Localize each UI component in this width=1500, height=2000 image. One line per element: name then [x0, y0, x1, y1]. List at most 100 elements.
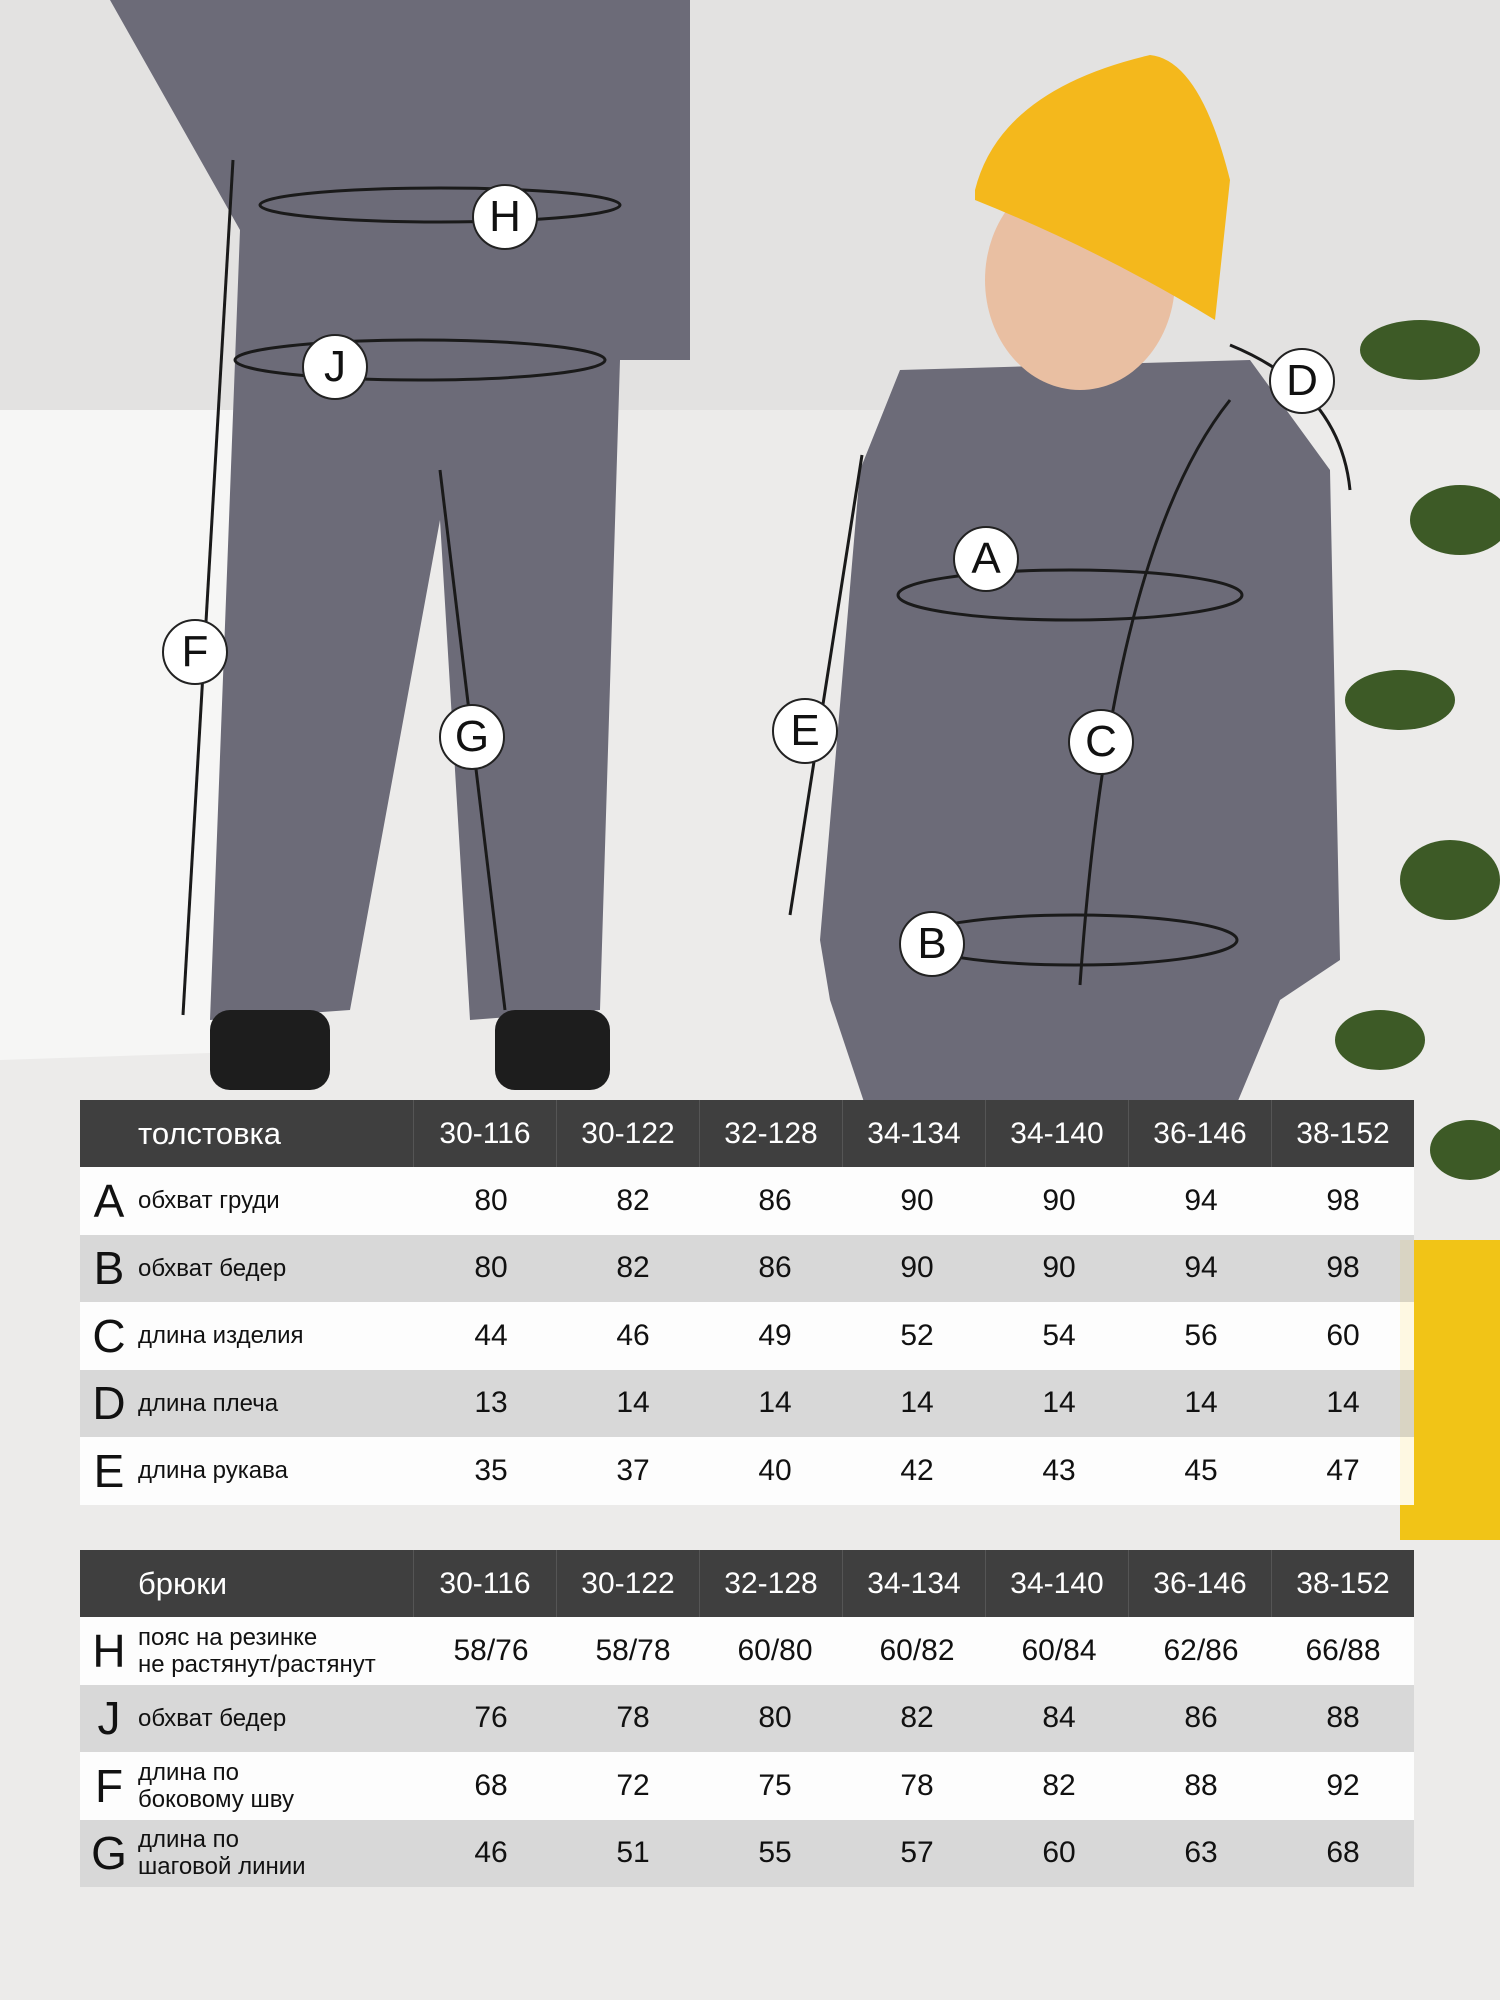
measure-name: обхват груди — [138, 1187, 280, 1215]
measure-value: 13 — [474, 1386, 508, 1420]
size-header: 34-140 — [985, 1550, 1128, 1617]
measure-value: 14 — [616, 1386, 650, 1420]
measure-value: 44 — [474, 1318, 508, 1352]
measure-value: 88 — [1326, 1701, 1360, 1735]
measurement-marker: F — [162, 619, 228, 685]
measure-value: 86 — [758, 1183, 792, 1217]
measure-value: 54 — [1042, 1318, 1076, 1352]
measure-name: длина плеча — [138, 1389, 279, 1417]
measure-value: 86 — [1184, 1701, 1218, 1735]
measure-name: обхват бедер — [138, 1704, 287, 1732]
pants-figure — [110, 0, 690, 1020]
measure-value: 82 — [616, 1251, 650, 1285]
pants-table-title: брюки — [138, 1565, 228, 1601]
measure-value: 80 — [758, 1701, 792, 1735]
measure-value: 88 — [1184, 1768, 1218, 1802]
size-header: 30-122 — [556, 1550, 699, 1617]
size-header: 38-152 — [1271, 1100, 1414, 1167]
measure-value: 76 — [474, 1701, 508, 1735]
measure-value: 80 — [474, 1183, 508, 1217]
measure-value: 43 — [1042, 1453, 1076, 1487]
measure-value: 98 — [1326, 1183, 1360, 1217]
measurement-marker: E — [772, 698, 838, 764]
size-header: 30-116 — [413, 1100, 556, 1167]
measure-value: 60 — [1042, 1836, 1076, 1870]
measurement-marker: H — [472, 184, 538, 250]
measure-value: 75 — [758, 1768, 792, 1802]
measure-value: 62/86 — [1163, 1633, 1239, 1667]
measure-value: 60/82 — [879, 1633, 955, 1667]
size-header: 34-134 — [842, 1550, 985, 1617]
measure-value: 45 — [1184, 1453, 1218, 1487]
hoodie-table-title: толстовка — [138, 1115, 282, 1151]
measure-value: 14 — [1042, 1386, 1076, 1420]
pants-table-header: брюки 30-116 30-122 32-128 34-134 34-140 36-1… — [80, 1550, 1414, 1617]
measure-value: 80 — [474, 1251, 508, 1285]
measure-name: длина по боковому шву — [138, 1758, 294, 1813]
measure-value: 51 — [616, 1836, 650, 1870]
measure-value: 37 — [616, 1453, 650, 1487]
pants-size-table: брюки 30-116 30-122 32-128 34-134 34-140 36-1… — [80, 1550, 1414, 1887]
measurement-marker: G — [439, 704, 505, 770]
measure-value: 58/78 — [595, 1633, 671, 1667]
measure-value: 57 — [900, 1836, 934, 1870]
measure-value: 40 — [758, 1453, 792, 1487]
measure-name: длина рукава — [138, 1457, 288, 1485]
measure-value: 78 — [900, 1768, 934, 1802]
size-header: 36-146 — [1128, 1100, 1271, 1167]
measurement-marker: C — [1068, 709, 1134, 775]
measure-name: обхват бедер — [138, 1254, 287, 1282]
measure-value: 58/76 — [453, 1633, 529, 1667]
measure-value: 52 — [900, 1318, 934, 1352]
measure-value: 84 — [1042, 1701, 1076, 1735]
size-header: 38-152 — [1271, 1550, 1414, 1617]
measure-value: 86 — [758, 1251, 792, 1285]
measurement-marker: J — [302, 334, 368, 400]
measure-value: 82 — [1042, 1768, 1076, 1802]
measurement-marker: D — [1269, 348, 1335, 414]
measure-letter: J — [97, 1692, 121, 1745]
size-header: 32-128 — [699, 1550, 842, 1617]
measurement-marker: B — [899, 911, 965, 977]
measure-letter: C — [92, 1309, 126, 1362]
size-header: 32-128 — [699, 1100, 842, 1167]
measure-value: 63 — [1184, 1836, 1218, 1870]
measure-value: 66/88 — [1305, 1633, 1381, 1667]
measure-value: 46 — [616, 1318, 650, 1352]
measure-value: 55 — [758, 1836, 792, 1870]
measure-value: 60/80 — [737, 1633, 813, 1667]
measure-letter: A — [93, 1174, 125, 1227]
measure-value: 72 — [616, 1768, 650, 1802]
measure-value: 56 — [1184, 1318, 1218, 1352]
measure-value: 60 — [1326, 1318, 1360, 1352]
size-header: 30-116 — [413, 1550, 556, 1617]
yellow-hat — [975, 55, 1230, 320]
measure-value: 14 — [900, 1386, 934, 1420]
measure-letter: B — [93, 1242, 125, 1295]
measure-letter: G — [91, 1827, 127, 1880]
measure-name: пояс на резинке не растянут/растянут — [138, 1623, 376, 1678]
size-header: 34-134 — [842, 1100, 985, 1167]
measure-value: 94 — [1184, 1251, 1218, 1285]
measure-value: 94 — [1184, 1183, 1218, 1217]
hoodie-table-header: толстовка 30-116 30-122 32-128 34-134 34-140… — [80, 1100, 1414, 1167]
measure-value: 14 — [758, 1386, 792, 1420]
measure-value: 14 — [1184, 1386, 1218, 1420]
size-header: 36-146 — [1128, 1550, 1271, 1617]
measure-value: 98 — [1326, 1251, 1360, 1285]
measure-value: 49 — [758, 1318, 792, 1352]
measure-value: 14 — [1326, 1386, 1360, 1420]
measure-value: 92 — [1326, 1768, 1360, 1802]
measure-letter: E — [93, 1444, 125, 1497]
plant — [1335, 320, 1500, 1180]
size-header: 34-140 — [985, 1100, 1128, 1167]
measure-value: 60/84 — [1021, 1633, 1097, 1667]
measure-value: 46 — [474, 1836, 508, 1870]
